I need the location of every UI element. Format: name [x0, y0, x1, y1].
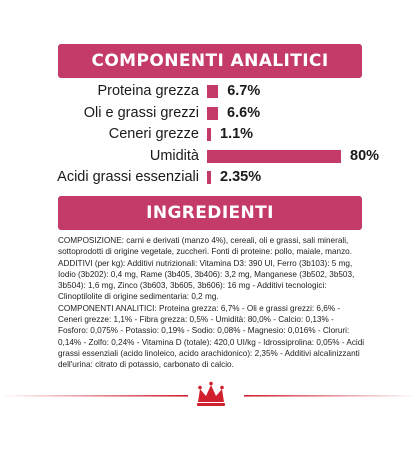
analytic-value: 1.1% [220, 126, 254, 142]
brand-line [0, 381, 416, 406]
crown-icon [197, 381, 225, 406]
ingredients-title: INGREDIENTI [146, 203, 274, 223]
analytic-label: Ceneri grezze [108, 126, 199, 142]
analytic-row: Oli e grassi grezzi 6.6% [0, 102, 416, 124]
analytic-bar [207, 171, 211, 184]
analytic-row: Ceneri grezze 1.1% [0, 123, 416, 145]
analytic-value: 80% [350, 147, 380, 164]
analytics-header: COMPONENTI ANALITICI [58, 44, 362, 78]
analytics-title: COMPONENTI ANALITICI [91, 51, 329, 71]
analytic-bar [207, 128, 211, 141]
analytic-row: Umidità 80% [0, 145, 416, 167]
analytic-bar [207, 149, 341, 163]
analytic-label: Umidità [149, 147, 199, 164]
analytic-label: Acidi grassi essenziali [57, 169, 199, 185]
analytic-row: Proteina grezza 6.7% [0, 80, 416, 102]
ingredients-header: INGREDIENTI [58, 196, 362, 230]
ingredients-block: COMPOSIZIONE: carni e derivati (manzo 4%… [58, 235, 366, 371]
analytic-value: 2.35% [220, 169, 262, 185]
analytic-bar [207, 85, 219, 98]
analytic-value: 6.7% [227, 83, 261, 99]
ingredients-text: COMPOSIZIONE: carni e derivati (manzo 4%… [58, 236, 365, 370]
brand-line-left [0, 395, 188, 397]
analytics-chart: Proteina grezza 6.7% Oli e grassi grezzi 6.… [0, 80, 416, 190]
analytic-bar [207, 106, 219, 120]
analytic-row: Acidi grassi essenziali 2.35% [0, 166, 416, 188]
brand-line-right [244, 395, 416, 397]
analytic-label: Proteina grezza [97, 83, 199, 99]
analytic-label: Oli e grassi grezzi [83, 104, 199, 121]
analytic-value: 6.6% [227, 104, 261, 121]
